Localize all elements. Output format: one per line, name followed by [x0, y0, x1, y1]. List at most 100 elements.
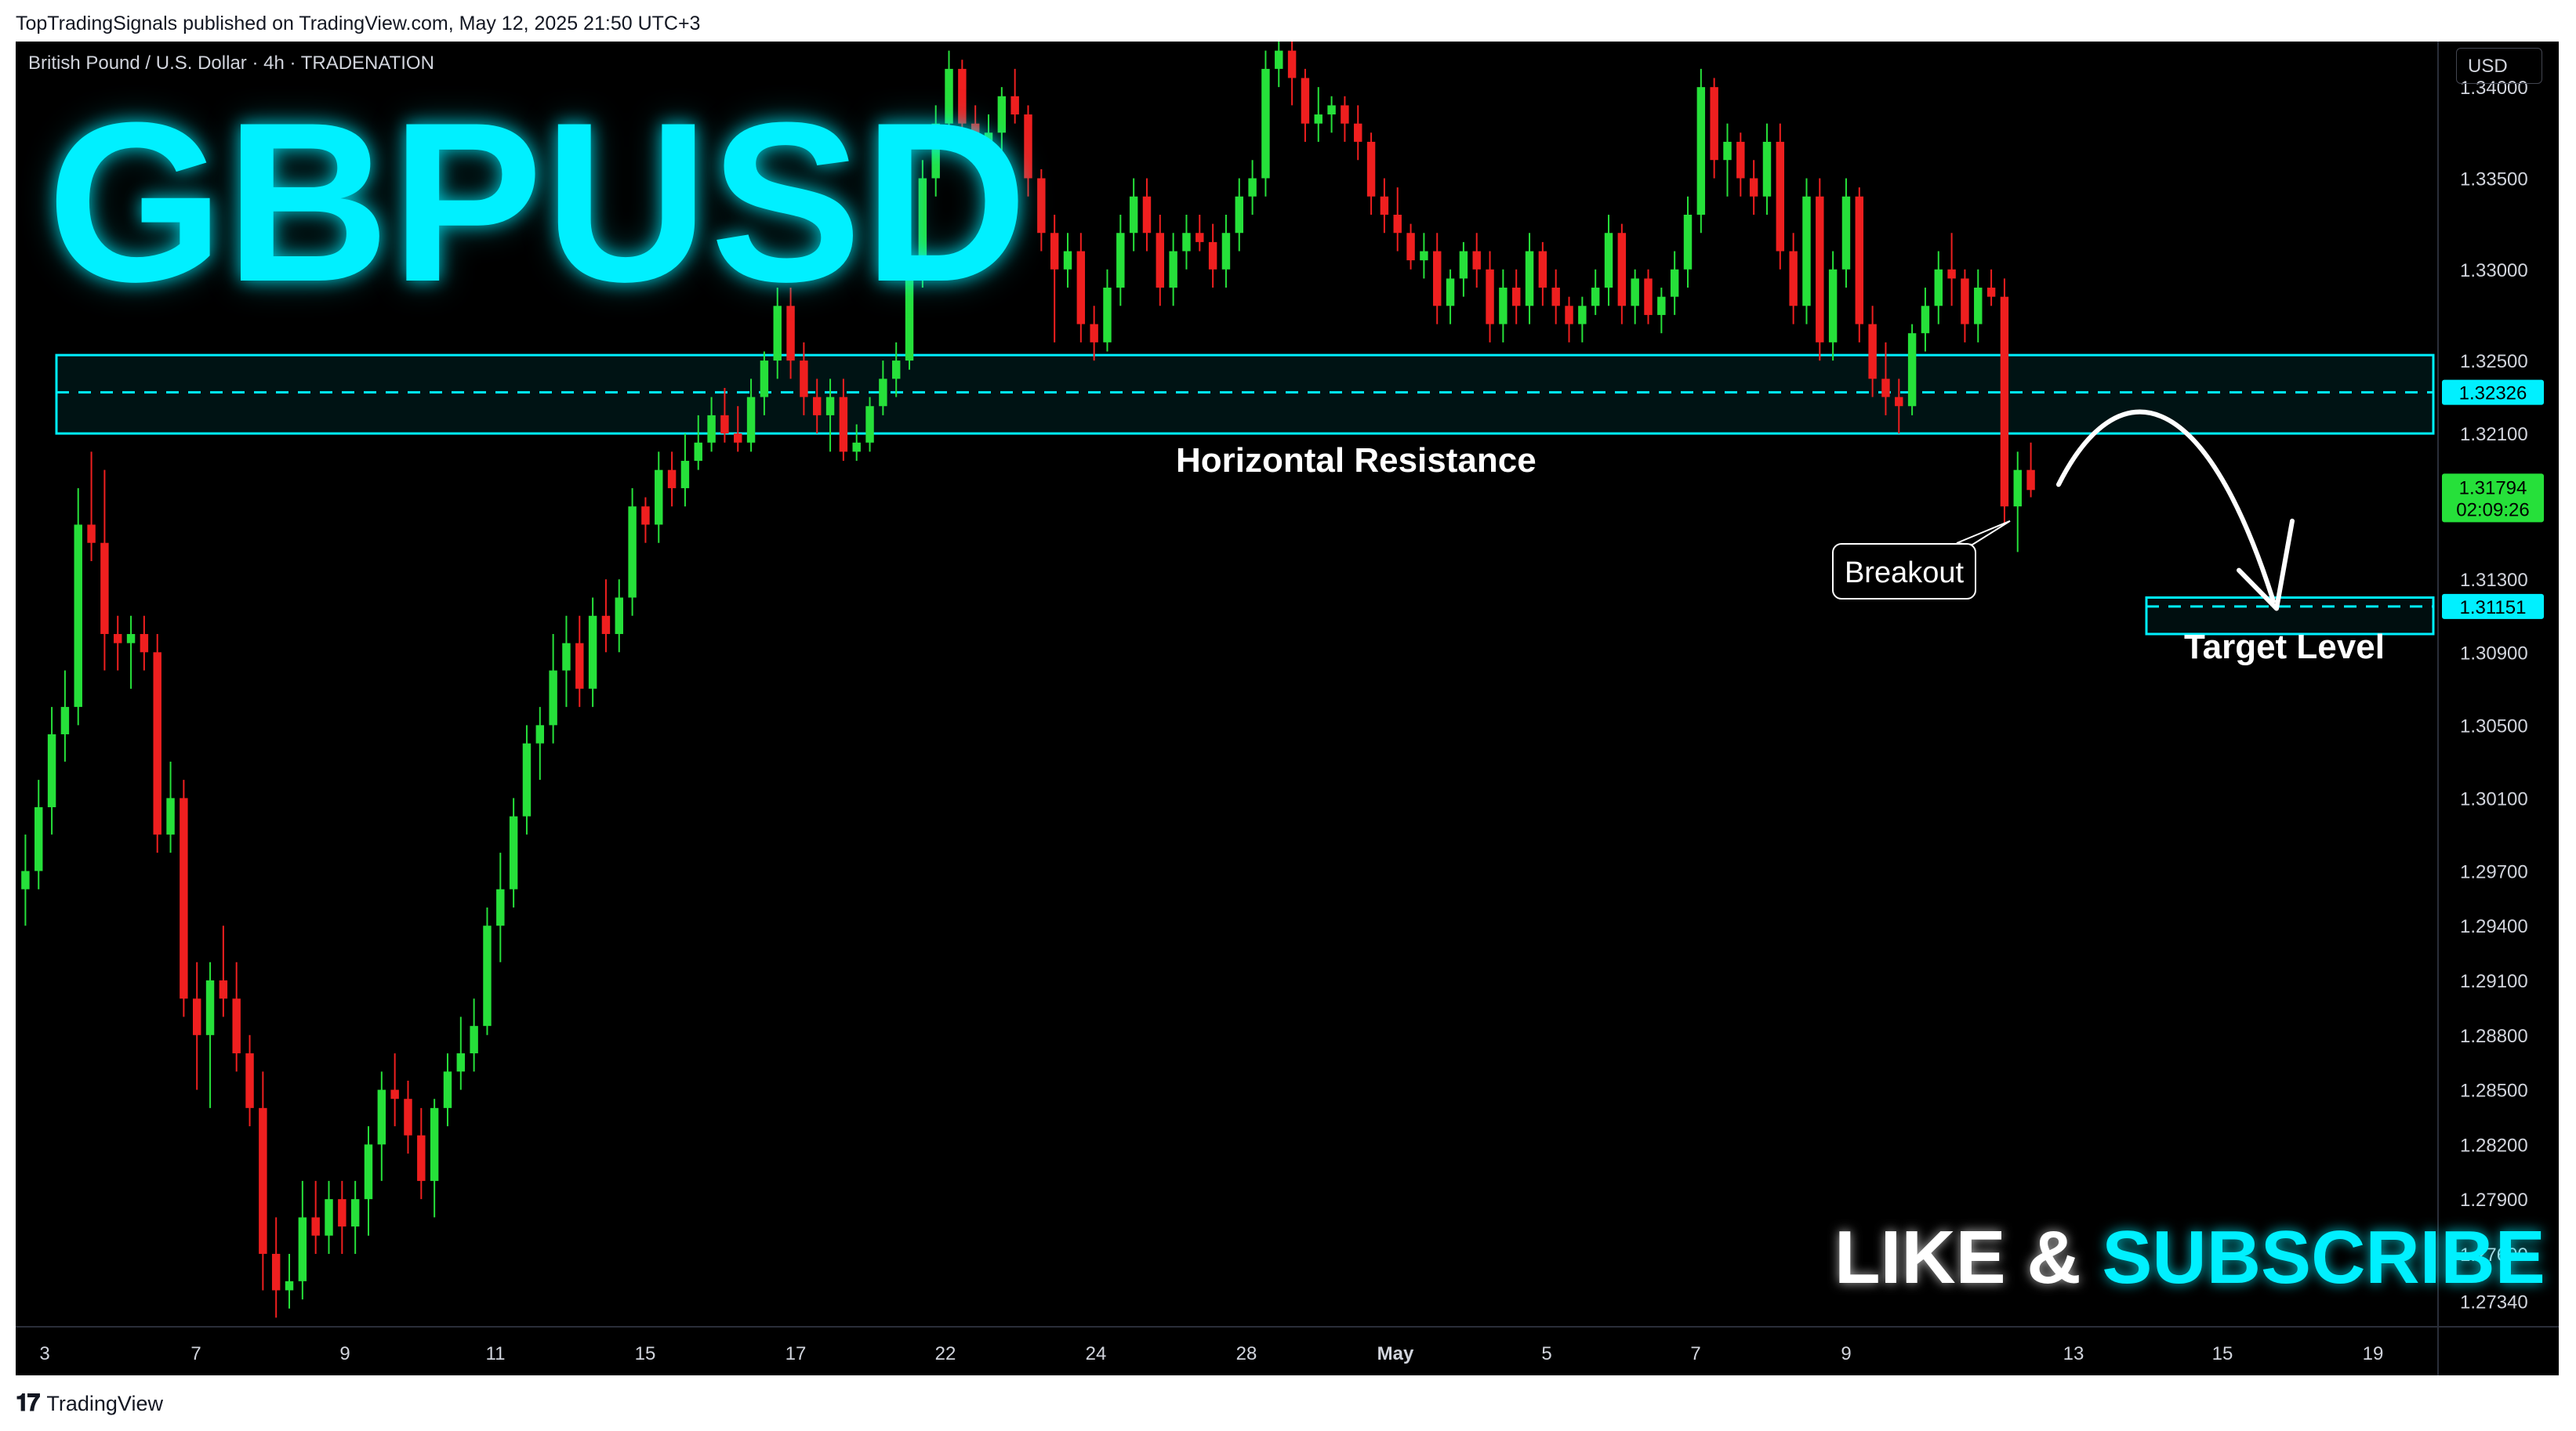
- candle-body: [1881, 379, 1890, 397]
- candlestick-chart[interactable]: 1.34000 1.33500 1.33000 1.32500 1.32100 1.313…: [16, 32, 2559, 1375]
- candle-body: [417, 1135, 426, 1181]
- candle-body: [1366, 141, 1376, 197]
- time-tick-label: 24: [1086, 1343, 1107, 1364]
- projection-arrow: [2056, 409, 2276, 604]
- price-tick-label: 1.28800: [2460, 1026, 2528, 1047]
- candle-body: [628, 506, 637, 598]
- footer: 𝟏𝟕 TradingView: [16, 1390, 163, 1417]
- candle-body: [931, 123, 940, 179]
- currency-selector[interactable]: USD: [2456, 48, 2542, 84]
- candle-body: [377, 1089, 386, 1145]
- price-tick-label: 1.27900: [2460, 1190, 2528, 1211]
- candle-body: [325, 1199, 333, 1236]
- tradingview-logo-icon: 𝟏𝟕: [16, 1390, 40, 1416]
- candle-body: [984, 132, 993, 142]
- candle-body: [958, 68, 967, 124]
- candle-body: [1341, 105, 1349, 124]
- candle-body: [1169, 251, 1177, 288]
- candle-body: [1275, 50, 1283, 69]
- candle-body: [509, 816, 518, 889]
- candle-body: [667, 469, 677, 488]
- candle-body: [1762, 141, 1772, 197]
- candle-body: [496, 889, 505, 926]
- candle-body: [1631, 278, 1639, 306]
- candle-body: [746, 397, 756, 443]
- candle-body: [879, 379, 887, 407]
- candle-body: [680, 461, 690, 488]
- candle-body: [1776, 141, 1785, 252]
- candle-body: [166, 798, 175, 835]
- candle-body: [1816, 196, 1824, 342]
- candle-body: [1327, 105, 1336, 115]
- candle-body: [1499, 288, 1508, 324]
- time-tick-label: 11: [486, 1343, 506, 1364]
- footer-brand[interactable]: TradingView: [46, 1391, 163, 1415]
- price-tick-label: 1.28500: [2460, 1081, 2528, 1102]
- candle-body: [786, 306, 795, 361]
- candle-body: [1037, 178, 1046, 234]
- candle-body: [1261, 68, 1270, 179]
- candle-body: [1511, 288, 1521, 306]
- candle-body: [219, 980, 228, 999]
- time-tick-label: 15: [2212, 1343, 2233, 1364]
- candle-body: [522, 743, 532, 817]
- price-tick-label: 1.30900: [2460, 643, 2528, 664]
- chart-panel[interactable]: 1.34000 1.33500 1.33000 1.32500 1.32100 1.313…: [16, 32, 2559, 1375]
- candle-body: [21, 871, 30, 889]
- resistance-zone: [55, 353, 2435, 435]
- callout-tail: [1956, 520, 2011, 546]
- candle-body: [1248, 178, 1257, 197]
- big-title: GBPUSD: [47, 75, 1029, 329]
- candle-body: [1644, 278, 1653, 315]
- candle-body: [1961, 278, 1969, 324]
- breakout-callout: Breakout: [1832, 543, 1976, 600]
- price-tick-label: 1.33500: [2460, 168, 2528, 190]
- candle-body: [456, 1053, 466, 1072]
- price-tick-label: 1.30100: [2460, 788, 2528, 810]
- candle-body: [1287, 50, 1297, 78]
- candle-body: [1354, 123, 1362, 142]
- candle-body: [1301, 78, 1310, 124]
- candle-body: [1010, 96, 1019, 115]
- candle-body: [865, 406, 874, 443]
- candle-body: [1406, 233, 1415, 261]
- candle-body: [1749, 178, 1758, 197]
- candle-body: [1895, 397, 1903, 407]
- candle-body: [1604, 233, 1613, 288]
- candle-body: [1710, 87, 1718, 161]
- candle-body: [1195, 233, 1204, 242]
- publisher-line: TopTradingSignals published on TradingVi…: [16, 13, 701, 34]
- candle-body: [1208, 241, 1217, 270]
- time-tick-label: 5: [1541, 1343, 1551, 1364]
- candle-body: [1855, 196, 1864, 324]
- candle-body: [1459, 251, 1468, 279]
- candle-body: [390, 1089, 399, 1100]
- price-tick-label: 1.29100: [2460, 971, 2528, 992]
- candle-body: [825, 397, 835, 415]
- candle-body: [1380, 196, 1389, 215]
- candle-body: [734, 433, 742, 443]
- time-tick-label: 7: [1690, 1343, 1700, 1364]
- candle-body: [707, 415, 716, 443]
- candle-body: [800, 360, 808, 397]
- time-tick-label: 9: [339, 1343, 350, 1364]
- price-tick-label: 1.34000: [2460, 78, 2528, 99]
- candle-body: [1446, 278, 1455, 306]
- last-price-text: 1.31794: [2459, 477, 2527, 498]
- candle-body: [483, 926, 492, 1027]
- candle-body: [1129, 196, 1138, 234]
- candle-body: [1974, 288, 1983, 324]
- target-price-badge: [2442, 593, 2544, 619]
- resistance-price-badge-text: 1.32326: [2459, 383, 2527, 404]
- target-price-badge-text: 1.31151: [2460, 597, 2527, 618]
- time-tick-label: 22: [935, 1343, 956, 1364]
- candle-body: [918, 178, 927, 270]
- ampersand: &: [2026, 1215, 2081, 1299]
- candle-body: [126, 634, 136, 643]
- candle-body: [87, 524, 96, 543]
- price-tick-label: 1.31300: [2460, 570, 2528, 591]
- candle-body: [350, 1199, 360, 1227]
- candle-body: [1314, 114, 1322, 124]
- target-label: Target Level: [2184, 628, 2385, 666]
- candle-body: [285, 1281, 294, 1291]
